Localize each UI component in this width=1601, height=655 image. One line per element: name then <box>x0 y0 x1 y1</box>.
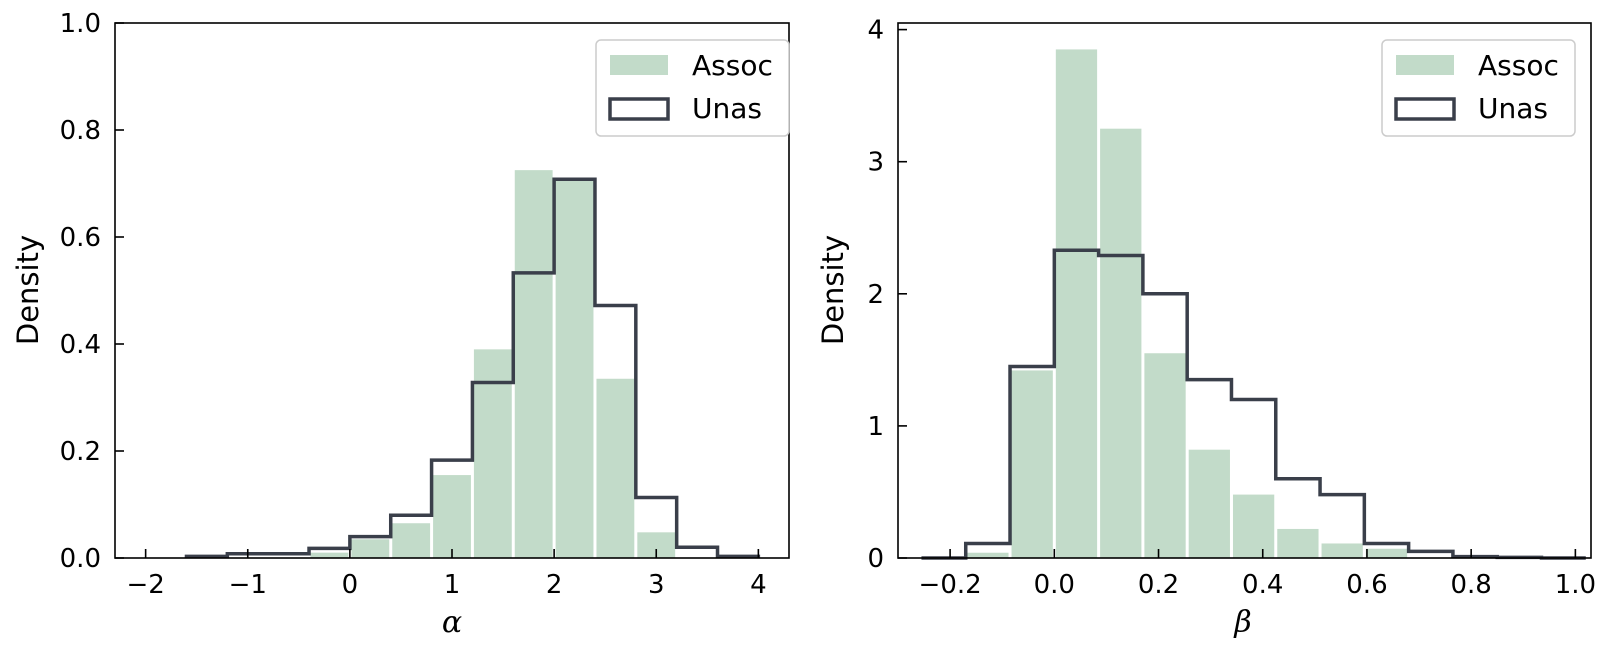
alpha-assoc-bar <box>351 539 390 558</box>
beta-legend-assoc-label: Assoc <box>1478 49 1559 82</box>
beta-x-tick-label: 0.0 <box>1034 570 1075 600</box>
beta-y-axis-label: Density <box>816 235 850 345</box>
beta-assoc-bar <box>1011 370 1053 558</box>
beta-assoc-bar <box>1277 528 1319 558</box>
beta-y-tick-label: 4 <box>867 16 884 46</box>
beta-legend-assoc-swatch <box>1396 55 1454 75</box>
beta-y-tick-label: 1 <box>867 412 884 442</box>
beta-assoc-bar <box>1188 449 1230 558</box>
beta-x-tick-label: 0.4 <box>1242 570 1283 600</box>
alpha-assoc-bar <box>514 170 553 559</box>
beta-assoc-bar <box>967 552 1009 558</box>
beta-assoc-bar <box>1321 543 1363 558</box>
alpha-assoc-bar <box>596 378 635 558</box>
alpha-x-tick-label: 2 <box>546 570 563 600</box>
beta-assoc-bar <box>1365 548 1408 558</box>
beta-x-tick-label: 0.2 <box>1138 570 1179 600</box>
alpha-x-tick-label: 0 <box>342 570 359 600</box>
beta-x-tick-label: −0.2 <box>919 570 982 600</box>
beta-x-tick-label: 0.8 <box>1450 570 1491 600</box>
alpha-assoc-bars <box>310 170 676 559</box>
beta-legend-unas-label: Unas <box>1478 92 1548 125</box>
alpha-y-axis-label: Density <box>11 235 45 345</box>
alpha-unas-step-line <box>184 177 761 559</box>
beta-assoc-bar <box>1100 128 1142 558</box>
alpha-x-axis-label: α <box>442 605 462 640</box>
beta-assoc-bar <box>1055 49 1098 559</box>
alpha-y-tick-label: 0.0 <box>60 544 101 574</box>
alpha-y-tick-label: 0.2 <box>60 437 101 467</box>
alpha-x-tick-label: 1 <box>444 570 461 600</box>
beta-x-tick-label: 1.0 <box>1555 570 1596 600</box>
beta-plot-frame <box>897 22 1592 559</box>
alpha-x-tick-label: −2 <box>126 570 164 600</box>
alpha-y-tick-label: 0.8 <box>60 116 101 146</box>
alpha-y-tick-label: 0.4 <box>60 330 101 360</box>
alpha-legend-unas-label: Unas <box>692 92 762 125</box>
beta-legend: Assoc Unas <box>1381 39 1576 137</box>
chart-panel-beta: −0.2 0.0 0.2 0.4 0.6 0.8 1.0 0 1 2 3 4 Density β As… <box>816 16 1596 640</box>
beta-x-axis-label: β <box>1233 605 1251 640</box>
alpha-x-tick-label: −1 <box>229 570 267 600</box>
alpha-axis-ticks: −2 −1 0 1 2 3 4 0.0 0.2 0.4 0.6 0.8 1.0 <box>60 9 767 600</box>
alpha-assoc-bar <box>310 552 349 558</box>
alpha-x-tick-label: 4 <box>750 570 767 600</box>
chart-panel-alpha: −2 −1 0 1 2 3 4 0.0 0.2 0.4 0.6 0.8 1.0 Density α As… <box>11 9 790 640</box>
alpha-assoc-bar <box>473 349 512 558</box>
alpha-x-tick-label: 3 <box>648 570 665 600</box>
beta-axis-ticks: −0.2 0.0 0.2 0.4 0.6 0.8 1.0 0 1 2 3 4 <box>867 16 1596 600</box>
alpha-legend: Assoc Unas <box>595 39 790 137</box>
beta-unas-step-line <box>921 248 1586 560</box>
alpha-legend-unas-swatch <box>608 97 670 121</box>
alpha-legend-assoc-label: Assoc <box>692 49 773 82</box>
beta-y-tick-label: 3 <box>867 148 884 178</box>
beta-assoc-bars <box>967 49 1408 559</box>
alpha-y-tick-label: 0.6 <box>60 223 101 253</box>
beta-legend-unas-swatch <box>1394 97 1456 121</box>
beta-x-tick-label: 0.6 <box>1346 570 1387 600</box>
beta-y-tick-label: 2 <box>867 280 884 310</box>
alpha-y-tick-label: 1.0 <box>60 9 101 39</box>
beta-assoc-bar <box>1144 353 1186 558</box>
alpha-legend-assoc-swatch <box>610 55 668 75</box>
alpha-assoc-bar <box>555 180 594 558</box>
alpha-assoc-bar <box>433 475 471 558</box>
beta-y-tick-label: 0 <box>867 544 884 574</box>
alpha-assoc-bar <box>392 523 431 558</box>
beta-assoc-bar <box>1232 494 1275 558</box>
